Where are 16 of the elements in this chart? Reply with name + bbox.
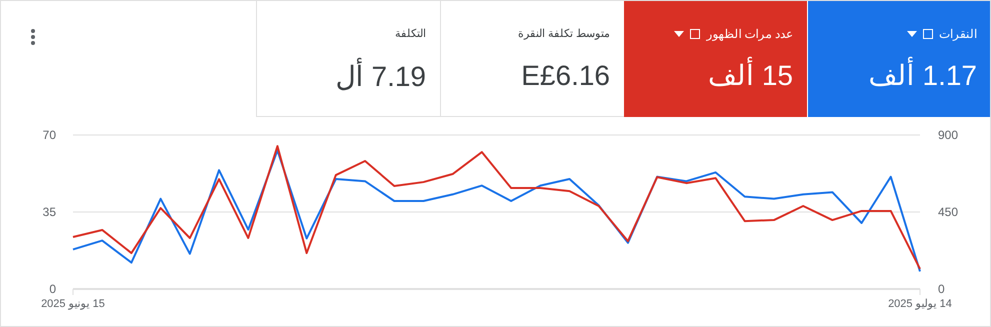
- y-tick-label: 70: [42, 128, 56, 142]
- x-tick-label: 15 يونيو 2025: [41, 298, 105, 310]
- x-tick-label: 14 يوليو 2025: [888, 298, 952, 310]
- y-tick-label: 0: [49, 282, 56, 296]
- y2-tick-label: 450: [938, 205, 958, 220]
- legend-label: النقرات: [939, 27, 977, 41]
- text: 1.17 ألف: [868, 59, 977, 92]
- y2-tick-label: 0: [938, 282, 945, 296]
- legend-label: عدد مرات الظهور: [706, 27, 793, 41]
- text: E£6.16: [520, 60, 610, 92]
- y2-tick-label: 900: [938, 128, 958, 142]
- text: متوسط تكلفة النقرة: [516, 27, 610, 40]
- text: 7.19 أل: [334, 60, 426, 93]
- text: 15 ألف: [707, 59, 793, 92]
- text: التكلفة: [394, 27, 426, 40]
- y-tick-label: 35: [42, 205, 56, 220]
